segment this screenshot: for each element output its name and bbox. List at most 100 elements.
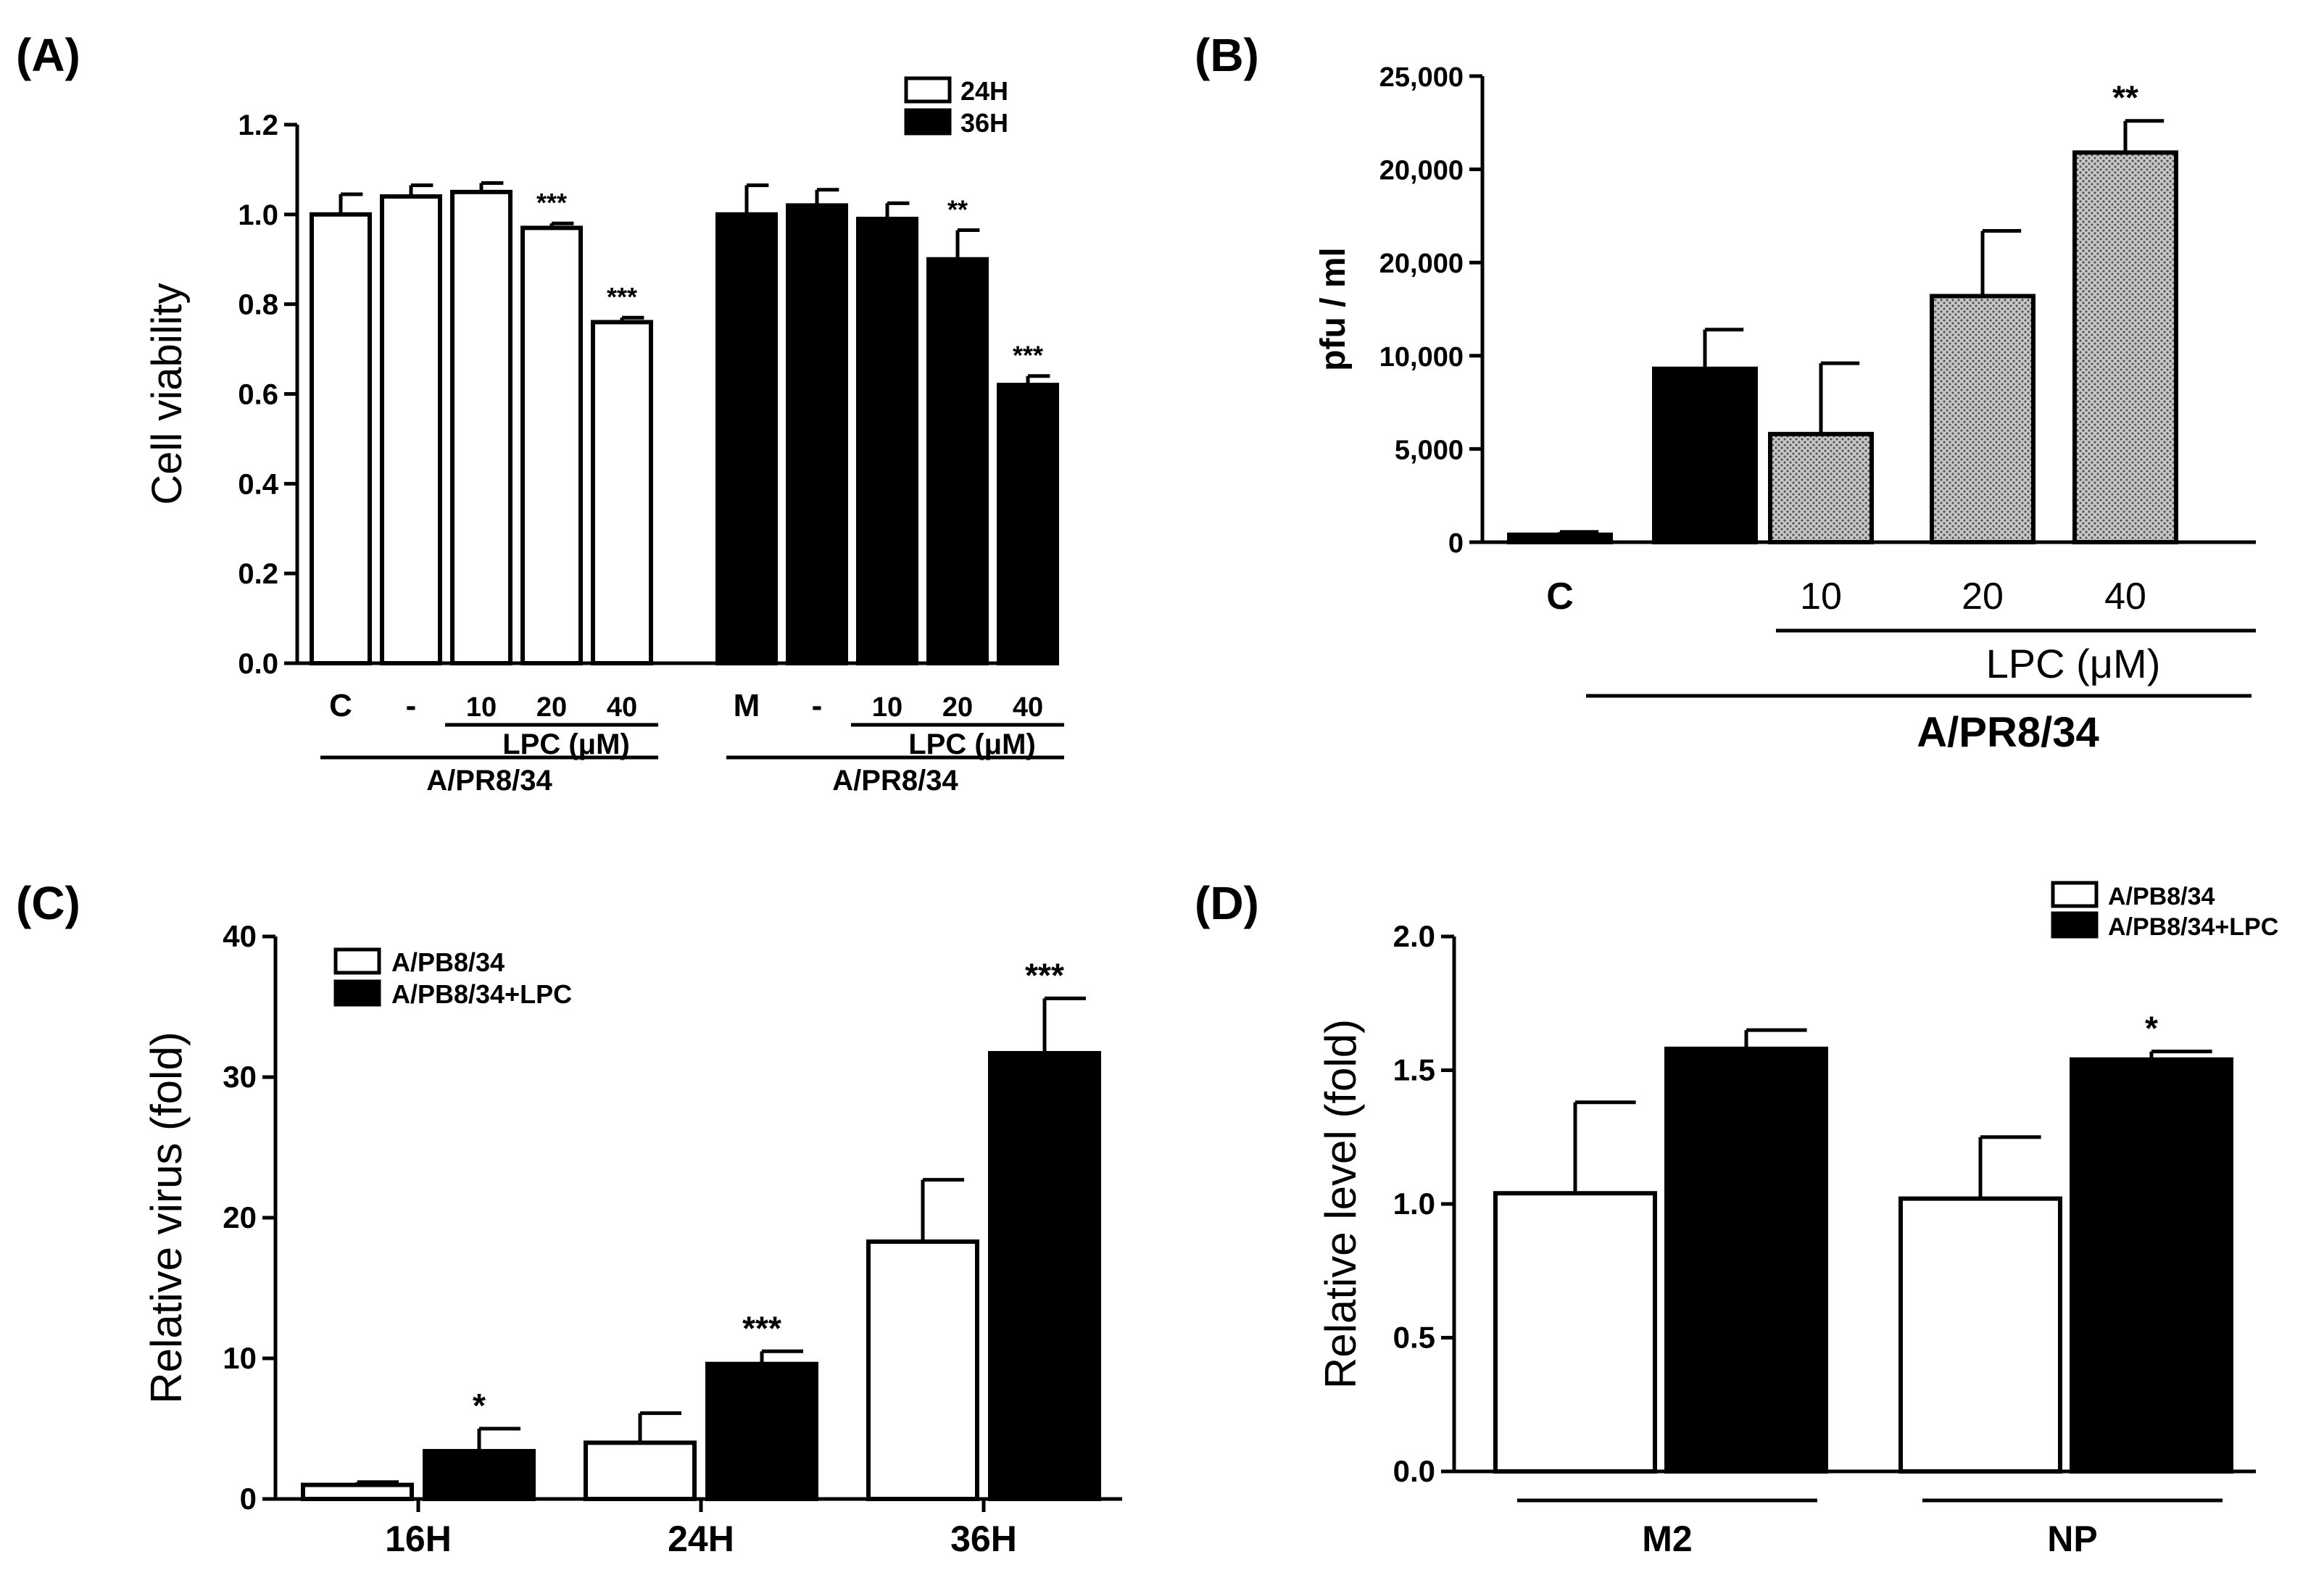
bar (1507, 532, 1613, 544)
y-tick-label: 0 (1448, 528, 1464, 559)
bar (786, 203, 848, 665)
legend-label: A/PB8/34+LPC (391, 979, 572, 1009)
y-tick-label: 20,000 (1379, 156, 1464, 186)
y-tick-label: 0.8 (238, 289, 278, 321)
y-tick-label: 1.0 (1393, 1187, 1435, 1221)
x-tick-label: - (406, 688, 417, 723)
bar (1898, 1196, 2062, 1474)
y-tick-label: 0.6 (238, 379, 278, 411)
bar (2070, 1057, 2233, 1474)
bar (520, 225, 583, 665)
lpc-label: LPC (μM) (908, 728, 1036, 760)
x-tick-label: 10 (872, 692, 902, 723)
panel-label-b: (B) (1195, 29, 1259, 81)
panel-label-d: (D) (1195, 877, 1259, 929)
significance-marker: *** (1025, 956, 1064, 994)
x-tick-label: NP (2047, 1519, 2097, 1559)
bar (1768, 431, 1874, 544)
y-tick-label: 30 (223, 1060, 257, 1094)
bar (1930, 294, 2035, 544)
bar (705, 1361, 818, 1502)
virus-label: A/PR8/34 (1917, 709, 2099, 756)
significance-marker: *** (742, 1309, 781, 1347)
y-tick-label: 2.0 (1393, 919, 1435, 953)
bar (1664, 1046, 1828, 1474)
y-tick-label: 40 (223, 919, 257, 953)
y-tick-label: 1.0 (238, 199, 278, 231)
y-tick-label: 20 (223, 1200, 257, 1234)
x-tick-label: 20 (942, 692, 973, 723)
x-tick-label: 20 (1962, 576, 2004, 618)
y-axis-label: Relative virus (fold) (142, 1031, 191, 1404)
y-tick-label: 0.2 (238, 558, 278, 590)
y-axis-label: Relative level (fold) (1316, 1019, 1365, 1389)
legend-label: 36H (960, 108, 1008, 138)
significance-marker: * (473, 1387, 486, 1424)
x-tick-label: M (734, 688, 760, 723)
y-tick-label: 0.0 (1393, 1454, 1435, 1488)
significance-marker: *** (536, 188, 567, 217)
legend-label: A/PB8/34 (2108, 883, 2215, 910)
y-tick-label: 0.0 (238, 648, 278, 680)
y-tick-label: 0.4 (238, 468, 278, 500)
x-tick-label: M2 (1642, 1519, 1692, 1559)
bar (423, 1449, 536, 1502)
bar (380, 194, 442, 666)
virus-label: A/PR8/34 (832, 765, 958, 797)
bar (2072, 150, 2178, 544)
legend-swatch (904, 108, 952, 136)
panel-label-c: (C) (16, 877, 80, 929)
x-tick-label: - (812, 688, 823, 723)
x-tick-label: 10 (1800, 576, 1842, 618)
y-tick-label: 1.5 (1393, 1053, 1435, 1087)
significance-marker: *** (1013, 341, 1043, 370)
x-tick-label: 40 (2104, 576, 2146, 618)
panel-a-chart: 0.0 0.2 0.4 0.6 0.8 1.0 1.2 Cell viability C - 10 *… (144, 76, 1064, 797)
x-tick-label: 10 (466, 692, 497, 723)
bar (301, 1482, 414, 1502)
legend-label: A/PB8/34 (391, 947, 505, 977)
legend-swatch (904, 76, 952, 104)
bar (997, 383, 1059, 665)
bar (1652, 366, 1758, 544)
y-tick-label: 1.2 (238, 109, 278, 141)
bar (591, 320, 653, 665)
legend-swatch (333, 947, 381, 975)
y-tick-label: 5,000 (1395, 435, 1464, 465)
panel-c-chart: 0 10 20 30 40 Relative virus (fold) * 16H *** 24H… (142, 919, 1122, 1559)
panel-label-a: (A) (16, 29, 80, 81)
bar (584, 1440, 697, 1502)
bar (310, 212, 372, 666)
legend-label: 24H (960, 76, 1008, 106)
panel-b-chart: 0 5,000 10,000 20,000 20,000 25,000 pfu / ml C 1… (1314, 62, 2256, 756)
bar (856, 217, 918, 665)
y-tick-label: 0 (240, 1482, 257, 1516)
significance-marker: ** (2112, 79, 2138, 117)
lpc-label: LPC (μM) (502, 728, 630, 760)
x-tick-label: 20 (536, 692, 567, 723)
legend-swatch (2051, 911, 2099, 939)
y-axis-label: Cell viability (144, 283, 191, 504)
x-tick-label: 24H (668, 1519, 734, 1559)
bar (866, 1239, 979, 1501)
bar (926, 257, 989, 665)
bar (988, 1051, 1101, 1501)
legend-swatch (333, 979, 381, 1007)
y-tick-label: 0.5 (1393, 1321, 1435, 1355)
significance-marker: *** (607, 282, 637, 312)
bar (715, 212, 778, 666)
legend-swatch (2051, 881, 2099, 908)
x-tick-label: 40 (1013, 692, 1043, 723)
x-tick-label: C (1546, 576, 1574, 618)
significance-marker: ** (947, 195, 968, 225)
x-tick-label: 40 (607, 692, 637, 723)
y-tick-label: 10,000 (1379, 342, 1464, 373)
panel-d-chart: 0.0 0.5 1.0 1.5 2.0 Relative level (fold) M2 * N… (1316, 881, 2278, 1559)
bar (450, 189, 512, 665)
x-tick-label: C (329, 688, 352, 723)
bar (1493, 1191, 1657, 1474)
y-tick-label: 10 (223, 1341, 257, 1375)
x-tick-label: 36H (950, 1519, 1017, 1559)
y-tick-label: 20,000 (1379, 249, 1464, 279)
